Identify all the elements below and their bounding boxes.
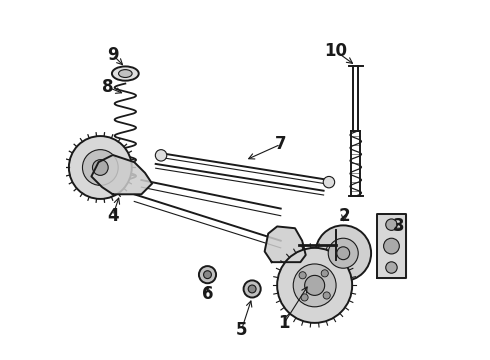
- Circle shape: [323, 292, 330, 299]
- Circle shape: [93, 159, 108, 175]
- Circle shape: [386, 262, 397, 273]
- Text: 7: 7: [275, 135, 287, 153]
- Circle shape: [199, 266, 216, 283]
- Circle shape: [384, 238, 399, 254]
- Text: 4: 4: [107, 207, 119, 225]
- Text: 2: 2: [339, 207, 350, 225]
- Text: 5: 5: [236, 321, 247, 339]
- Circle shape: [203, 271, 211, 279]
- Text: 9: 9: [107, 46, 119, 64]
- Text: 8: 8: [102, 78, 113, 96]
- Circle shape: [277, 248, 352, 323]
- Polygon shape: [92, 155, 152, 194]
- Text: 1: 1: [278, 314, 290, 332]
- Circle shape: [316, 225, 371, 281]
- Circle shape: [244, 280, 261, 297]
- Ellipse shape: [119, 69, 132, 77]
- Circle shape: [155, 150, 167, 161]
- Text: 3: 3: [393, 217, 404, 235]
- Circle shape: [321, 270, 328, 277]
- Polygon shape: [377, 214, 406, 278]
- Ellipse shape: [112, 66, 139, 81]
- Circle shape: [69, 136, 132, 199]
- Circle shape: [248, 285, 256, 293]
- Circle shape: [293, 264, 336, 307]
- Polygon shape: [265, 226, 306, 262]
- Text: 6: 6: [202, 285, 213, 303]
- Circle shape: [305, 275, 325, 296]
- Circle shape: [323, 176, 335, 188]
- Circle shape: [82, 150, 118, 185]
- Text: 10: 10: [324, 42, 347, 60]
- Circle shape: [301, 294, 308, 301]
- Circle shape: [299, 272, 306, 279]
- Circle shape: [386, 219, 397, 230]
- Circle shape: [337, 247, 350, 260]
- Circle shape: [328, 238, 358, 268]
